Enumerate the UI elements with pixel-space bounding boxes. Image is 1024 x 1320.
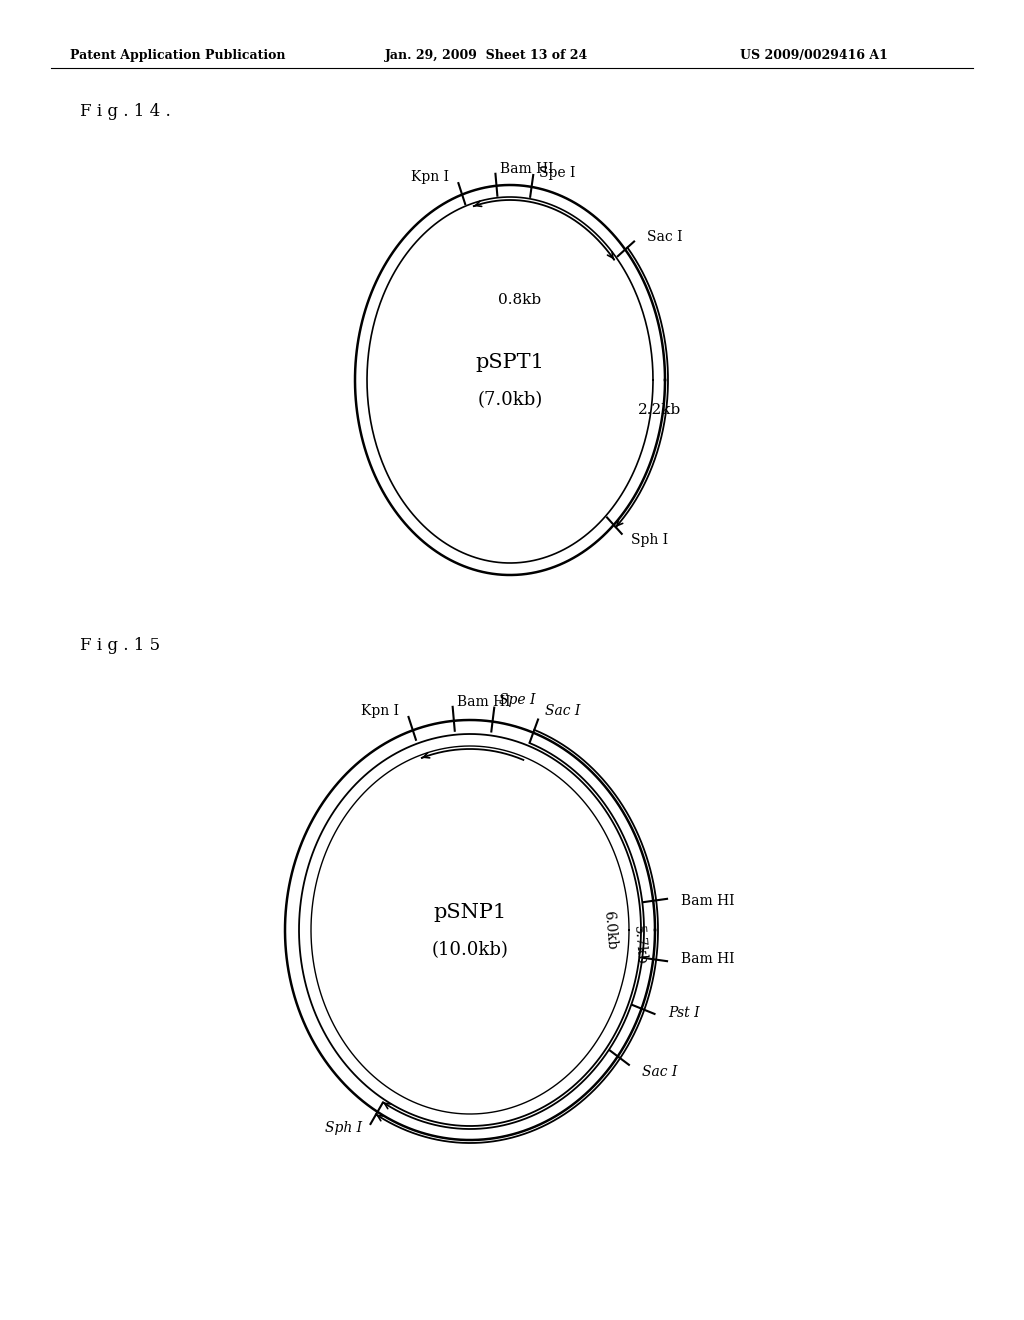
Text: Sph I: Sph I [326, 1121, 362, 1135]
Text: Jan. 29, 2009  Sheet 13 of 24: Jan. 29, 2009 Sheet 13 of 24 [385, 49, 588, 62]
Text: Bam HI: Bam HI [681, 894, 734, 908]
Text: (10.0kb): (10.0kb) [431, 941, 509, 960]
Text: Sac I: Sac I [545, 704, 581, 718]
Text: Spe I: Spe I [499, 693, 536, 706]
Text: Pst I: Pst I [668, 1006, 699, 1020]
Text: pSPT1: pSPT1 [475, 352, 545, 371]
Text: 0.8kb: 0.8kb [499, 293, 542, 308]
Text: 2.2kb: 2.2kb [638, 403, 682, 417]
Text: Spe I: Spe I [539, 166, 575, 180]
Text: Bam HI: Bam HI [681, 952, 734, 966]
Text: pSNP1: pSNP1 [433, 903, 507, 921]
Text: Sac I: Sac I [646, 231, 682, 244]
Text: Sph I: Sph I [631, 533, 668, 548]
Text: Patent Application Publication: Patent Application Publication [70, 49, 286, 62]
Text: US 2009/0029416 A1: US 2009/0029416 A1 [740, 49, 888, 62]
Text: F i g . 1 5: F i g . 1 5 [80, 636, 160, 653]
Text: Kpn I: Kpn I [360, 705, 398, 718]
Text: Sac I: Sac I [642, 1065, 677, 1080]
Text: Bam HI: Bam HI [500, 162, 553, 176]
Text: 6.0kb: 6.0kb [601, 909, 618, 950]
Text: 5.7kb: 5.7kb [632, 925, 648, 965]
Text: Kpn I: Kpn I [411, 170, 449, 185]
Text: F i g . 1 4 .: F i g . 1 4 . [80, 103, 171, 120]
Text: Bam HI: Bam HI [457, 694, 511, 709]
Text: (7.0kb): (7.0kb) [477, 391, 543, 409]
